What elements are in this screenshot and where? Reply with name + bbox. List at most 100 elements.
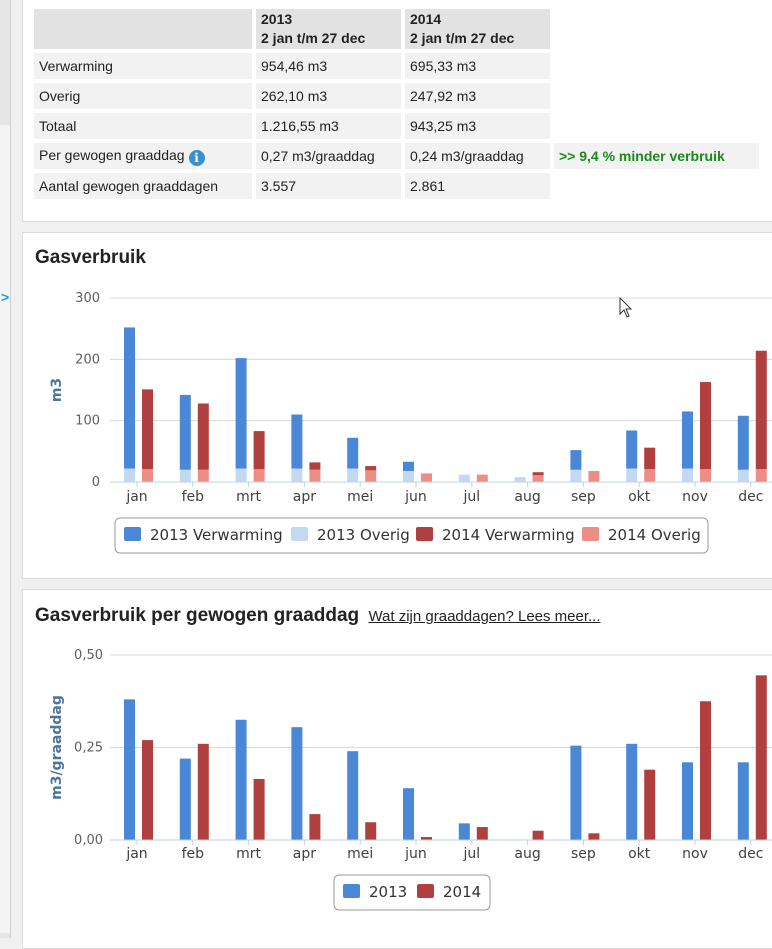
bar-2014 (365, 822, 377, 840)
table-row: Verwarming 954,46 m3 695,33 m3 (34, 53, 759, 79)
bar-2013-overig (235, 468, 247, 482)
bar-2014-verwarming (755, 350, 767, 470)
header-2014-range: 2 jan t/m 27 dec (410, 30, 515, 46)
x-tick-label: feb (182, 489, 205, 505)
x-tick-label: okt (628, 489, 651, 505)
bar-2014 (253, 778, 265, 840)
bar-2013-verwarming (626, 430, 638, 469)
table-row: Per gewogen graaddag i 0,27 m3/graaddag 0… (34, 143, 759, 169)
bar-2013-verwarming (737, 415, 749, 470)
x-tick-label: mei (347, 846, 373, 862)
row-value-2013: 954,46 m3 (256, 53, 401, 79)
y-tick-label: 0,50 (74, 648, 103, 663)
row-label: Aantal gewogen graaddagen (34, 173, 252, 199)
x-tick-label: mrt (236, 846, 261, 862)
y-axis-label: m3/graaddag (49, 695, 65, 800)
bar-2014-verwarming (700, 382, 711, 470)
bar-2014-verwarming (644, 447, 656, 470)
x-tick-label: mei (347, 489, 373, 505)
x-tick-label: aug (514, 489, 540, 505)
legend-label: 2014 Overig (608, 526, 701, 544)
bar-2014-overig (588, 470, 600, 482)
bar-2013 (682, 762, 693, 840)
legend-label: 2013 Verwarming (150, 526, 283, 544)
legend-label: 2014 Verwarming (442, 526, 575, 544)
x-tick-label: dec (738, 846, 763, 862)
row-note-empty (554, 83, 759, 109)
legend-box (333, 874, 491, 911)
row-value-2014: 2.861 (405, 173, 550, 199)
legend-swatch (124, 527, 141, 541)
bar-2014-overig (365, 470, 377, 482)
summary-header-row: 2013 2 jan t/m 27 dec 2014 2 jan t/m 27 … (34, 9, 759, 49)
info-icon[interactable]: i (188, 149, 205, 166)
bar-2014-overig (309, 469, 321, 482)
bar-2013 (347, 751, 359, 840)
x-tick-label: apr (293, 489, 316, 505)
bar-2013-overig (291, 468, 303, 482)
bar-2014-verwarming (532, 472, 544, 476)
legend-swatch (417, 884, 434, 898)
left-edge-band (0, 125, 10, 933)
chart2-title-wrap: Gasverbruik per gewogen graaddag Wat zij… (35, 605, 601, 627)
row-value-2014: 943,25 m3 (405, 113, 550, 139)
header-2013-range: 2 jan t/m 27 dec (261, 30, 366, 46)
row-label: Verwarming (34, 53, 252, 79)
y-tick-label: 0,00 (74, 833, 103, 848)
y-axis-label: m3 (49, 378, 65, 402)
x-tick-label: okt (628, 846, 651, 862)
bar-2013-verwarming (570, 450, 582, 470)
bar-2014-overig (644, 469, 656, 482)
row-label: Totaal (34, 113, 252, 139)
bar-2013-verwarming (403, 461, 414, 471)
legend-swatch (416, 527, 433, 541)
bar-2014-overig (755, 469, 767, 482)
row-label: Per gewogen graaddag (39, 146, 185, 163)
bar-2013-verwarming (235, 358, 247, 469)
table-row: Overig 262,10 m3 247,92 m3 (34, 83, 759, 109)
summary-panel: 2013 2 jan t/m 27 dec 2014 2 jan t/m 27 … (22, 0, 772, 222)
bar-2013-overig (514, 477, 526, 482)
legend-swatch (291, 527, 308, 541)
bar-2014-overig (253, 469, 265, 482)
bar-2014-overig (421, 473, 432, 482)
bar-2013 (291, 727, 303, 840)
bar-2013-overig (458, 474, 470, 482)
window-left-edge: > (0, 0, 11, 938)
bar-2014 (476, 827, 488, 840)
row-value-2014: 0,24 m3/graaddag (405, 143, 550, 169)
bar-2014 (197, 743, 209, 840)
row-value-2014: 247,92 m3 (405, 83, 550, 109)
savings-note: >> 9,4 % minder verbruik (554, 143, 759, 169)
row-value-2013: 1.216,55 m3 (256, 113, 401, 139)
bar-2013 (737, 762, 749, 840)
bar-2013-overig (347, 468, 359, 482)
bar-2014-overig (532, 475, 544, 482)
bar-2013 (124, 699, 135, 840)
x-tick-label: nov (682, 489, 708, 505)
bar-2014 (309, 814, 321, 840)
graaddag-panel: Gasverbruik per gewogen graaddag Wat zij… (22, 589, 772, 949)
bar-2013 (235, 719, 247, 840)
bar-2014 (588, 833, 600, 840)
row-note-empty (554, 113, 759, 139)
bar-2014 (644, 769, 656, 840)
bar-2013 (626, 743, 638, 840)
bar-2013 (403, 788, 414, 840)
x-tick-label: jun (404, 489, 427, 505)
graaddagen-info-link[interactable]: Wat zijn graaddagen? Lees meer... (368, 608, 601, 625)
table-row: Totaal 1.216,55 m3 943,25 m3 (34, 113, 759, 139)
header-2014-year: 2014 (410, 11, 442, 27)
bar-2014-verwarming (365, 466, 377, 471)
x-tick-label: jan (125, 846, 147, 862)
bar-2014-verwarming (197, 403, 209, 470)
header-empty-cell (34, 9, 252, 49)
legend-swatch (343, 884, 360, 898)
x-tick-label: jul (462, 846, 480, 862)
gasverbruik-chart: 0 100 200 300 m3 jan feb mrt apr mei jun jul aug sep o… (49, 291, 772, 554)
bar-2014-overig (700, 469, 711, 482)
expand-arrow-icon[interactable]: > (1, 289, 10, 305)
bar-2014 (142, 740, 153, 840)
legend-label: 2013 Overig (317, 526, 410, 544)
legend-label: 2013 (369, 883, 407, 901)
